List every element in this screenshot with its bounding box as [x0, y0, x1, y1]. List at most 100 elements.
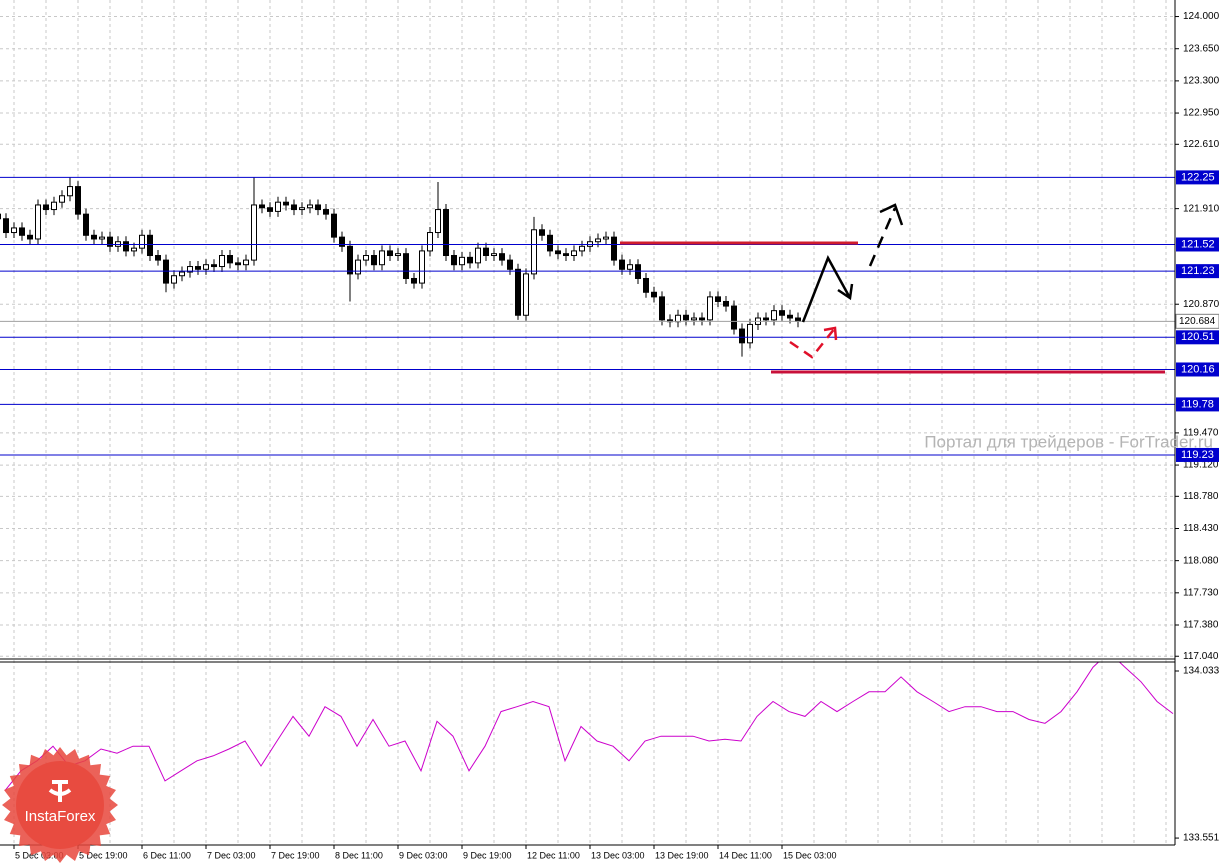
candle-body	[235, 262, 241, 266]
candle-body	[227, 255, 233, 264]
candle-body	[387, 250, 393, 257]
x-tick-label: 9 Dec 19:00	[463, 850, 512, 860]
forecast-arrow	[868, 207, 897, 267]
candle-body	[731, 305, 737, 330]
candle-body	[747, 323, 753, 344]
y-tick-label: 124.000	[1183, 11, 1219, 22]
candle-body	[771, 310, 777, 321]
candle-body	[659, 296, 665, 321]
candle-body	[35, 204, 41, 240]
candle-body	[291, 204, 297, 211]
arrow-head	[879, 203, 904, 226]
candle-body	[651, 291, 657, 298]
x-tick-label: 7 Dec 19:00	[271, 850, 320, 860]
candle-body	[75, 186, 81, 215]
candle-body	[355, 259, 361, 275]
y-tick-label: 117.380	[1183, 620, 1219, 631]
candle-body	[675, 314, 681, 323]
candle-body	[155, 255, 161, 261]
candle-body	[467, 256, 473, 264]
level-label: 121.23	[1181, 265, 1215, 277]
candle-body	[579, 245, 585, 252]
candle-body	[331, 213, 337, 238]
candle-body	[547, 234, 553, 252]
level-label-box	[1176, 362, 1219, 377]
candle-body	[627, 264, 633, 270]
candle-body	[779, 310, 785, 316]
level-label-box	[1176, 397, 1219, 412]
candle-body	[643, 277, 649, 293]
candle-body	[43, 204, 49, 211]
candle-body	[571, 250, 577, 257]
x-tick-label: 5 Dec 19:00	[79, 850, 128, 860]
last-price-box	[1175, 313, 1219, 329]
candle-body	[555, 250, 561, 255]
candle-body	[763, 317, 769, 321]
candle-body	[211, 264, 217, 268]
candle-body	[499, 253, 505, 261]
candle-body	[259, 204, 265, 209]
candle-body	[787, 314, 793, 319]
candle-body	[435, 209, 441, 234]
candle-body	[403, 253, 409, 279]
candle-body	[739, 328, 745, 344]
level-label: 119.78	[1181, 398, 1214, 410]
candle-body	[283, 201, 289, 206]
logo-icon	[48, 780, 72, 802]
candle-body	[371, 255, 377, 266]
y-tick-label: 133.551	[1183, 833, 1219, 844]
candle-body	[251, 204, 257, 261]
candle-body	[459, 256, 465, 266]
candle-body	[603, 236, 609, 240]
candle-body	[3, 218, 9, 234]
candle-body	[59, 195, 65, 203]
candle-body	[507, 259, 513, 270]
candle-body	[563, 253, 569, 257]
level-label: 120.51	[1181, 331, 1215, 343]
candle-body	[83, 213, 89, 236]
candle-body	[531, 229, 537, 275]
last-price-label: 120.684	[1179, 316, 1216, 327]
x-tick-label: 6 Dec 11:00	[143, 850, 191, 860]
level-label: 119.23	[1181, 449, 1214, 461]
level-label-box	[1176, 330, 1219, 345]
arrow-head	[823, 326, 838, 341]
candle-body	[611, 236, 617, 261]
candle-body	[11, 227, 17, 234]
logo: InstaForex	[2, 747, 118, 863]
candle-body	[275, 201, 281, 212]
candle-body	[419, 250, 425, 284]
x-tick-label: 9 Dec 03:00	[399, 850, 448, 860]
watermark: Портал для трейдеров - ForTrader.ru	[924, 432, 1213, 451]
candle-body	[91, 234, 97, 240]
candle-body	[347, 245, 353, 275]
candle-body	[187, 266, 193, 273]
level-label-box	[1176, 264, 1219, 279]
candle-body	[339, 236, 345, 247]
candle-body	[67, 186, 73, 197]
candle-body	[451, 255, 457, 266]
candle-body	[131, 247, 137, 252]
candle-body	[483, 247, 489, 257]
candle-body	[171, 275, 177, 284]
forecast-arrow	[801, 255, 852, 323]
candle-body	[715, 296, 721, 302]
candle-body	[195, 266, 201, 270]
level-label-box	[1176, 237, 1219, 252]
candle-body	[491, 253, 497, 257]
candle-body	[723, 300, 729, 307]
x-tick-label: 14 Dec 11:00	[719, 850, 772, 860]
candle-body	[427, 232, 433, 252]
y-tick-label: 122.950	[1183, 108, 1219, 119]
candle-body	[683, 314, 689, 321]
x-tick-label: 15 Dec 03:00	[783, 850, 837, 860]
y-tick-label: 119.470	[1183, 428, 1219, 439]
candle-body	[619, 259, 625, 270]
x-tick-label: 5 Dec 03:00	[15, 850, 64, 860]
y-tick-label: 121.910	[1183, 203, 1219, 214]
candle-body	[147, 234, 153, 257]
candle-body	[363, 255, 369, 261]
y-tick-label: 117.730	[1183, 587, 1219, 598]
